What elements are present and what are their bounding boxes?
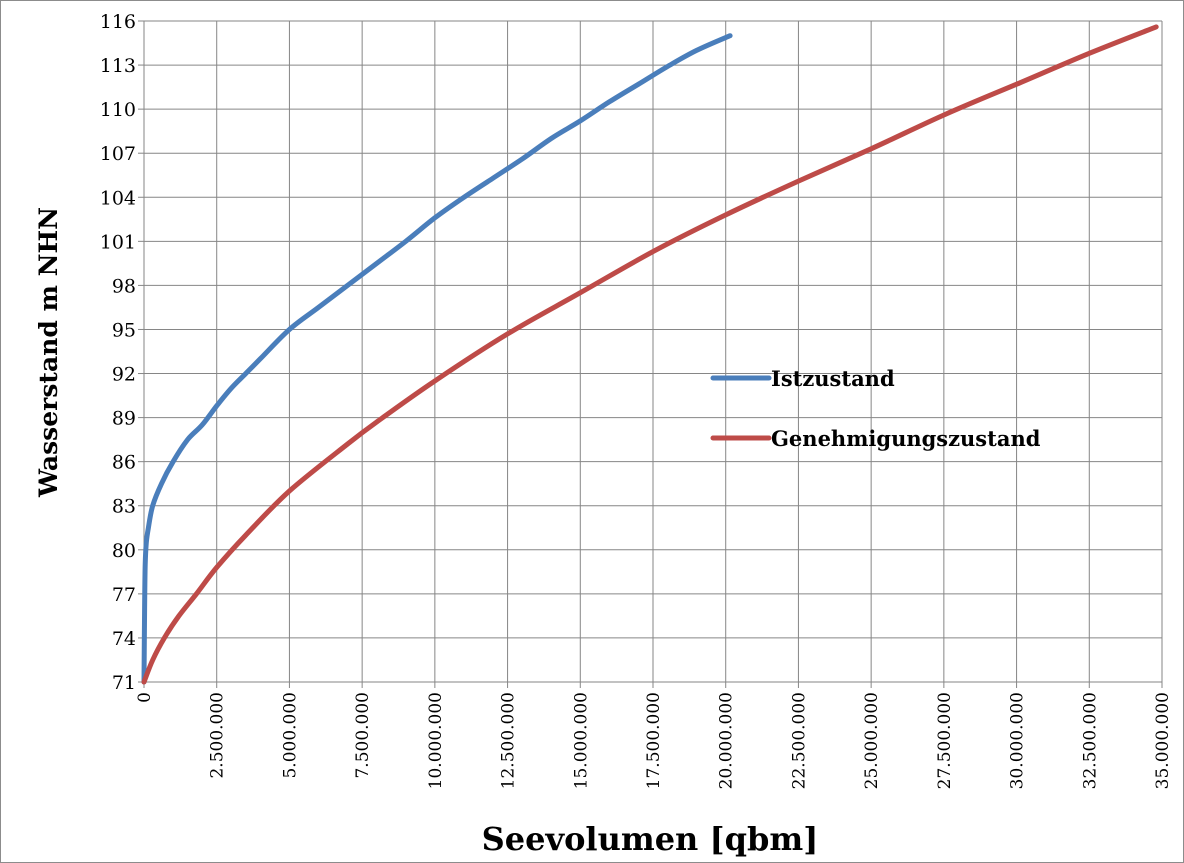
x-tick-label: 30.000.000 xyxy=(1008,692,1028,789)
y-axis-title: Wasserstand m NHN xyxy=(34,207,63,498)
y-tick-label: 101 xyxy=(100,231,136,253)
x-tick-label: 25.000.000 xyxy=(862,692,882,789)
x-tick-label: 2.500.000 xyxy=(208,692,228,779)
y-tick-label: 104 xyxy=(100,187,136,209)
x-tick-label: 5.000.000 xyxy=(280,692,300,779)
x-tick-label: 7.500.000 xyxy=(353,692,373,779)
legend-label: Genehmigungszustand xyxy=(771,426,1041,451)
series-line-genehmigungszustand xyxy=(141,24,1159,685)
y-tick-label: 80 xyxy=(112,540,136,562)
y-tick-labels: 71 74 77 80 83 86 89 92 95 98 101 104 107 110 113 116 xyxy=(100,11,136,694)
series-lines xyxy=(141,24,1159,685)
y-tick-label: 83 xyxy=(112,496,136,518)
legend-label: Istzustand xyxy=(771,366,895,391)
grid xyxy=(138,20,1163,688)
y-tick-label: 71 xyxy=(112,672,136,694)
legend: Istzustand Genehmigungszustand xyxy=(710,366,1041,451)
y-tick-label: 98 xyxy=(112,275,136,297)
x-tick-labels: 0 2.500.000 5.000.000 7.500.000 10.000.000 12… xyxy=(135,692,1173,789)
y-tick-label: 110 xyxy=(100,99,136,121)
x-axis-title: Seevolumen [qbm] xyxy=(482,820,819,858)
x-tick-label: 32.500.000 xyxy=(1080,692,1100,789)
y-tick-label: 89 xyxy=(112,408,136,430)
y-tick-label: 77 xyxy=(112,584,136,606)
y-tick-label: 74 xyxy=(112,628,136,650)
y-tick-label: 95 xyxy=(112,319,136,341)
x-tick-label: 10.000.000 xyxy=(426,692,446,789)
x-tick-label: 15.000.000 xyxy=(571,692,591,789)
y-tick-label: 92 xyxy=(112,364,136,386)
y-tick-label: 86 xyxy=(112,452,136,474)
x-tick-label: 20.000.000 xyxy=(717,692,737,789)
x-tick-label: 22.500.000 xyxy=(789,692,809,789)
series-line-istzustand xyxy=(141,33,733,685)
x-tick-label: 35.000.000 xyxy=(1153,692,1173,789)
x-tick-label: 27.500.000 xyxy=(935,692,955,789)
y-tick-label: 113 xyxy=(100,55,136,77)
y-tick-label: 107 xyxy=(100,143,136,165)
x-tick-label: 17.500.000 xyxy=(644,692,664,789)
x-tick-label: 12.500.000 xyxy=(499,692,519,789)
x-tick-label: 0 xyxy=(135,692,155,703)
y-tick-label: 116 xyxy=(100,11,136,33)
